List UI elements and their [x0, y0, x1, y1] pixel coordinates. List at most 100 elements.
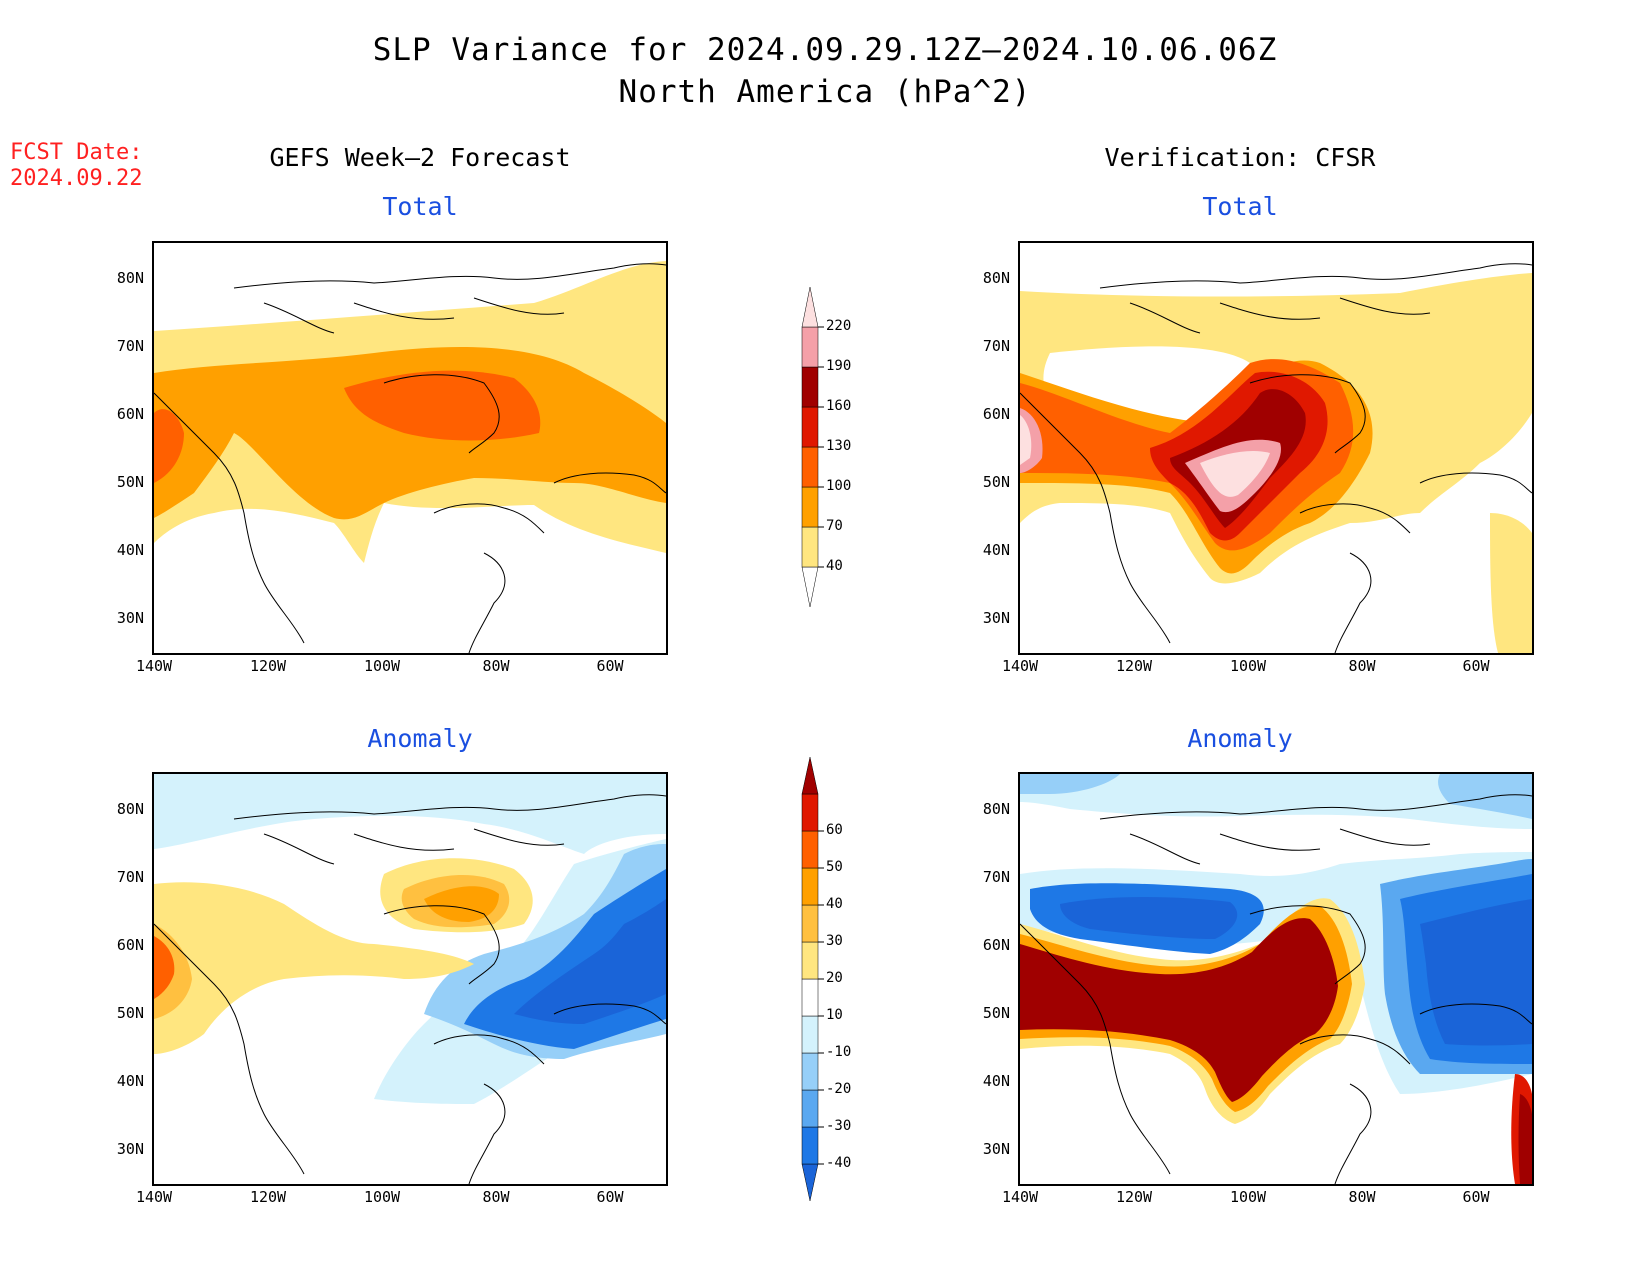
colorbar-segment	[801, 1052, 819, 1091]
lat-tick-label: 80N	[982, 800, 1010, 818]
contour-pos10-west	[154, 882, 474, 1054]
colorbar-segment	[801, 366, 819, 408]
lon-tick-label: 80W	[482, 1188, 510, 1206]
lon-tick-label: 60W	[596, 657, 624, 675]
colorbar-label: 100	[826, 478, 852, 494]
lon-tick-label: 140W	[135, 657, 173, 675]
lat-tick-label: 50N	[982, 1004, 1010, 1022]
left-column-title: GEFS Week–2 Forecast	[269, 143, 571, 172]
colorbar-segment	[801, 566, 819, 608]
colorbar-segment	[801, 941, 819, 980]
colorbar-segment	[801, 793, 819, 832]
colorbar-segment	[801, 526, 819, 568]
lat-tick-label: 30N	[982, 1140, 1010, 1158]
colorbar-label: 40	[826, 896, 843, 912]
colorbar-segment	[801, 406, 819, 448]
coastlines	[154, 794, 666, 1184]
colorbar-label: -40	[826, 1155, 852, 1171]
main-subtitle: North America (hPa^2)	[618, 74, 1032, 110]
colorbar-label: 220	[826, 318, 852, 334]
contour-40-east-strip	[1490, 513, 1532, 653]
colorbar-anomaly: -40 -30 -20 -10 10 20 30 40 50 60	[800, 755, 880, 1205]
lat-tick-label: 70N	[116, 868, 144, 886]
colorbar-total: 40 70 100 130 160 190 220	[800, 285, 880, 615]
contour-220	[1200, 451, 1270, 497]
lat-tick-label: 40N	[982, 1072, 1010, 1090]
colorbar-label: -10	[826, 1044, 852, 1060]
colorbar-segment	[801, 486, 819, 528]
colorbar-segment	[801, 1126, 819, 1165]
colorbar-label: 50	[826, 859, 843, 875]
colorbar-segment	[801, 446, 819, 488]
lon-tick-label: 140W	[135, 1188, 173, 1206]
panel-title-total-forecast: Total	[382, 192, 458, 221]
colorbar-segment	[801, 1163, 819, 1202]
contour-neg40-west	[1060, 897, 1238, 939]
fcst-date-label: FCST Date:	[10, 140, 143, 165]
colorbar-label: 30	[826, 933, 843, 949]
contour-neg10-north	[154, 774, 666, 854]
coastlines	[154, 263, 666, 653]
colorbar-label: 190	[826, 358, 852, 374]
colorbar-segment	[801, 904, 819, 943]
colorbar-segment	[801, 286, 819, 328]
colorbar-label: 70	[826, 518, 843, 534]
lat-tick-label: 40N	[116, 1072, 144, 1090]
map-anomaly-verification	[1018, 772, 1534, 1186]
lon-tick-label: 60W	[1462, 657, 1490, 675]
lat-tick-label: 70N	[982, 868, 1010, 886]
colorbar-segment	[801, 326, 819, 368]
lon-tick-label: 100W	[1229, 657, 1267, 675]
panel-title-anomaly-forecast: Anomaly	[367, 724, 473, 753]
lon-tick-label: 100W	[1229, 1188, 1267, 1206]
map-total-verification	[1018, 241, 1534, 655]
lon-tick-label: 80W	[1348, 1188, 1376, 1206]
lon-tick-label: 120W	[249, 1188, 287, 1206]
colorbar-label: -20	[826, 1081, 852, 1097]
lon-tick-label: 80W	[1348, 657, 1376, 675]
lon-tick-label: 80W	[482, 657, 510, 675]
lat-tick-label: 60N	[982, 405, 1010, 423]
contour-pos-west-core	[154, 936, 175, 999]
lat-tick-label: 60N	[116, 405, 144, 423]
lon-tick-label: 100W	[363, 657, 401, 675]
contour-neg-north-strip	[1020, 774, 1120, 794]
map-total-forecast	[152, 241, 668, 655]
lat-tick-label: 70N	[116, 337, 144, 355]
lon-tick-label: 140W	[1001, 657, 1039, 675]
colorbar-label: -30	[826, 1118, 852, 1134]
contour-west-max-core	[1020, 415, 1032, 465]
lon-tick-label: 140W	[1001, 1188, 1039, 1206]
contour-pos60	[1020, 918, 1338, 1102]
lon-tick-label: 120W	[1115, 1188, 1153, 1206]
map-anomaly-forecast	[152, 772, 668, 1186]
lat-tick-label: 30N	[982, 609, 1010, 627]
panel-title-total-verification: Total	[1202, 192, 1278, 221]
lon-tick-label: 60W	[1462, 1188, 1490, 1206]
lat-tick-label: 80N	[116, 800, 144, 818]
main-title: SLP Variance for 2024.09.29.12Z–2024.10.…	[372, 32, 1278, 68]
colorbar-segment	[801, 867, 819, 906]
contour-neg10-north	[1020, 774, 1532, 829]
contour-neg-east-core	[1420, 899, 1532, 1046]
right-column-title: Verification: CFSR	[1104, 143, 1376, 172]
lat-tick-label: 40N	[982, 541, 1010, 559]
lat-tick-label: 60N	[982, 936, 1010, 954]
contour-neg-northeast	[1438, 774, 1532, 819]
colorbar-segment	[801, 756, 819, 795]
colorbar-segment	[801, 830, 819, 869]
lat-tick-label: 50N	[982, 473, 1010, 491]
lat-tick-label: 50N	[116, 1004, 144, 1022]
contour-pos-east-core	[1518, 1094, 1532, 1184]
contour-100	[344, 370, 541, 441]
colorbar-label: 160	[826, 398, 852, 414]
lat-tick-label: 80N	[116, 269, 144, 287]
lat-tick-label: 70N	[982, 337, 1010, 355]
lat-tick-label: 40N	[116, 541, 144, 559]
colorbar-segment	[801, 1015, 819, 1054]
fcst-date-value: 2024.09.22	[10, 166, 143, 191]
lat-tick-label: 80N	[982, 269, 1010, 287]
lon-tick-label: 100W	[363, 1188, 401, 1206]
lat-tick-label: 50N	[116, 473, 144, 491]
contour-100-west	[154, 409, 184, 483]
